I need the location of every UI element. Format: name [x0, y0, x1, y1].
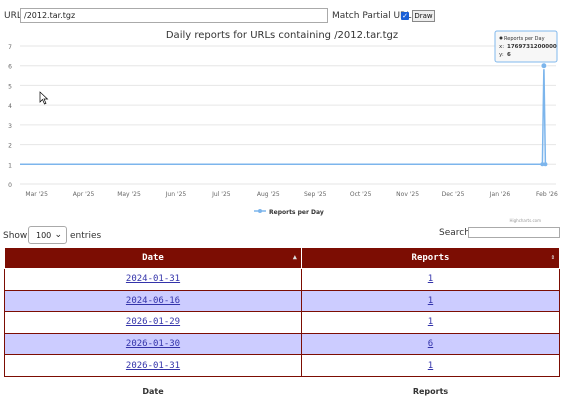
- date-link[interactable]: 2026-01-30: [125, 339, 181, 350]
- entries-select[interactable]: 100 ⌄: [28, 226, 67, 244]
- tooltip-y-label: y:: [499, 52, 504, 58]
- sort-asc-icon: ▲: [292, 253, 297, 261]
- y-tick-label: 7: [8, 44, 12, 51]
- match-partial-label: Match Partial URL: [332, 11, 412, 21]
- date-header[interactable]: Date ▲: [4, 247, 302, 269]
- date-link[interactable]: 2026-01-31: [125, 360, 181, 371]
- x-tick-label: Jun '25: [165, 191, 187, 198]
- table-row: 2024-06-16 1: [4, 289, 560, 313]
- url-label: URL: [4, 11, 22, 21]
- x-tick-label: Mar '25: [25, 191, 48, 198]
- draw-button[interactable]: Draw: [412, 10, 435, 22]
- chart-container: Daily reports for URLs containing /2012.…: [4, 26, 560, 224]
- tooltip-box: [494, 30, 558, 63]
- tooltip-x-label: x:: [499, 44, 504, 50]
- tooltip-bullet: [499, 36, 503, 40]
- sort-both-icon: ⇕: [550, 253, 555, 261]
- reports-link[interactable]: 1: [427, 274, 434, 285]
- x-tick-label: Feb '26: [536, 191, 558, 198]
- search-label: Search:: [439, 228, 473, 238]
- x-tick-label: Apr '25: [73, 191, 95, 198]
- reports-link[interactable]: 1: [427, 295, 434, 306]
- reports-cell: 1: [301, 311, 560, 334]
- date-cell: 2024-06-16: [4, 289, 302, 313]
- table-row: 2026-01-29 1: [4, 311, 560, 334]
- chevron-down-icon: ⌄: [54, 230, 62, 240]
- reports-link[interactable]: 6: [427, 339, 434, 350]
- date-footer: Date: [4, 376, 302, 401]
- data-point: [540, 162, 545, 167]
- reports-header[interactable]: Reports ⇕: [301, 247, 560, 269]
- reports-header-label: Reports: [411, 253, 450, 263]
- toolbar: URL Match Partial URL ✓ Draw: [2, 8, 568, 24]
- url-input[interactable]: [20, 8, 328, 23]
- mouse-cursor-icon: [39, 91, 49, 105]
- data-point: [540, 62, 548, 70]
- date-cell: 2026-01-30: [4, 332, 302, 356]
- date-cell: 2024-01-31: [4, 268, 302, 291]
- reports-link[interactable]: 1: [427, 317, 434, 328]
- reports-cell: 6: [301, 332, 560, 356]
- x-tick-label: Dec '25: [442, 191, 465, 198]
- legend-marker: [258, 209, 262, 213]
- date-header-label: Date: [142, 253, 164, 263]
- match-partial-checkbox[interactable]: ✓: [401, 12, 409, 20]
- x-tick-label: Aug '25: [257, 191, 280, 198]
- y-tick-label: 5: [8, 83, 12, 90]
- table-row: 2024-01-31 1: [4, 268, 560, 291]
- reports-cell: 1: [301, 289, 560, 313]
- reports-cell: 1: [301, 268, 560, 291]
- y-tick-label: 3: [8, 123, 12, 130]
- x-tick-label: Jul '25: [211, 191, 231, 198]
- entries-value: 100: [36, 231, 52, 240]
- table-header-row: Date ▲ Reports ⇕: [4, 247, 560, 269]
- reports-table: Date ▲ Reports ⇕ 2024-01-31 1 2024-06-16…: [4, 247, 560, 401]
- search-input[interactable]: [468, 227, 560, 238]
- date-link[interactable]: 2024-01-31: [125, 274, 181, 285]
- reports-footer: Reports: [301, 376, 560, 401]
- x-tick-label: Oct '25: [350, 191, 372, 198]
- table-controls: Show 100 ⌄ entries Search:: [3, 226, 563, 246]
- y-tick-label: 6: [8, 64, 12, 71]
- date-link[interactable]: 2024-06-16: [125, 295, 181, 306]
- reports-link[interactable]: 1: [427, 360, 434, 371]
- reports-chart: Daily reports for URLs containing /2012.…: [4, 26, 560, 224]
- table-footer-row: Date Reports: [4, 376, 560, 401]
- show-label: Show: [3, 231, 28, 241]
- data-point: [543, 162, 548, 167]
- table-row: 2026-01-30 6: [4, 332, 560, 356]
- tooltip-y-value: 6: [507, 52, 511, 58]
- reports-cell: 1: [301, 354, 560, 377]
- date-cell: 2026-01-29: [4, 311, 302, 334]
- date-link[interactable]: 2026-01-29: [125, 317, 181, 328]
- x-tick-label: Nov '25: [396, 191, 419, 198]
- date-cell: 2026-01-31: [4, 354, 302, 377]
- series-line: [20, 65, 547, 166]
- y-tick-label: 1: [8, 162, 12, 169]
- legend-label: Reports per Day: [269, 209, 324, 216]
- x-tick-label: May '25: [117, 191, 141, 198]
- tooltip-x-value: 1769731200000: [507, 44, 557, 50]
- y-tick-label: 0: [8, 182, 12, 189]
- entries-label: entries: [70, 231, 102, 241]
- x-tick-label: Jan '26: [489, 191, 511, 198]
- chart-credits: Highcharts.com: [510, 218, 542, 223]
- y-tick-label: 4: [8, 103, 12, 110]
- chart-title: Daily reports for URLs containing /2012.…: [166, 30, 398, 41]
- table-row: 2026-01-31 1: [4, 354, 560, 377]
- tooltip-title: Reports per Day: [504, 36, 545, 42]
- y-tick-label: 2: [8, 143, 12, 150]
- x-tick-label: Sep '25: [304, 191, 327, 198]
